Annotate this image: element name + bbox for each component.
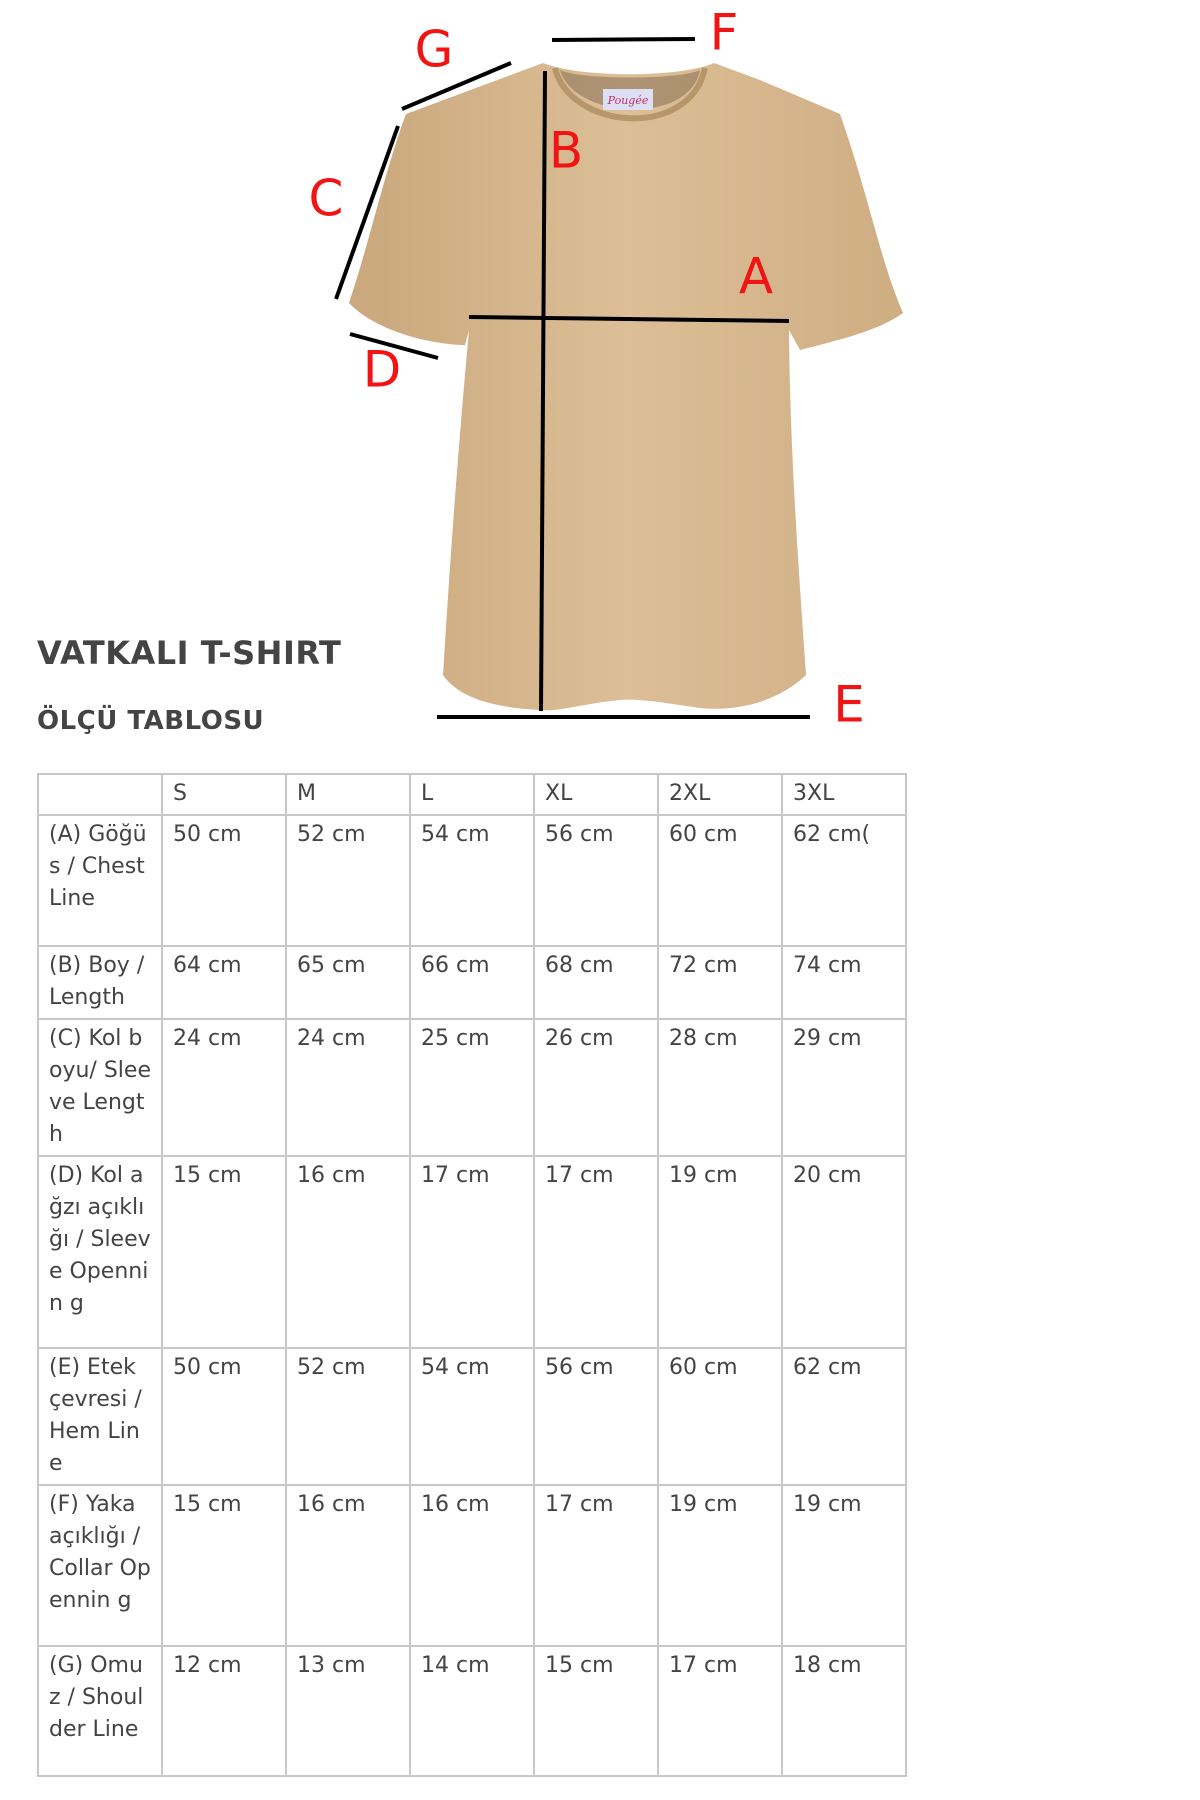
brand-tag	[603, 89, 653, 110]
measurement-cell: 17 cm	[533, 1155, 659, 1349]
measurement-cell: 24 cm	[285, 1018, 411, 1157]
measurement-cell: 16 cm	[285, 1155, 411, 1349]
measurement-cell: 19 cm	[657, 1484, 783, 1647]
measurement-cell: 50 cm	[161, 1347, 287, 1486]
measurement-cell: 12 cm	[161, 1645, 287, 1777]
row-label: (A) Göğüs / Chest Line	[37, 814, 163, 947]
measure-line-f	[551, 37, 696, 42]
label-g: G	[415, 21, 454, 79]
measurement-cell: 56 cm	[533, 1347, 659, 1486]
measurement-cell: 15 cm	[533, 1645, 659, 1777]
measurement-cell: 60 cm	[657, 814, 783, 947]
measurement-cell: 19 cm	[657, 1155, 783, 1349]
measurement-cell: 65 cm	[285, 945, 411, 1020]
header-cell-size: M	[285, 773, 411, 816]
measurement-cell: 19 cm	[781, 1484, 907, 1647]
table-row: (G) Omuz / Shoulder Line 12 cm 13 cm 14 cm 1…	[37, 1645, 907, 1777]
row-label: (B) Boy / Length	[37, 945, 163, 1020]
measurement-cell: 26 cm	[533, 1018, 659, 1157]
measurement-cell: 18 cm	[781, 1645, 907, 1777]
table-header-row: S M L XL 2XL 3XL	[37, 773, 907, 816]
product-title: VATKALI T-SHIRT	[37, 634, 342, 672]
label-e: E	[833, 676, 865, 734]
tshirt-image	[349, 63, 903, 711]
measurement-cell: 54 cm	[409, 814, 535, 947]
measurement-cell: 14 cm	[409, 1645, 535, 1777]
measurement-cell: 60 cm	[657, 1347, 783, 1486]
measurement-cell: 54 cm	[409, 1347, 535, 1486]
header-cell-size: S	[161, 773, 287, 816]
measurement-cell: 74 cm	[781, 945, 907, 1020]
measurement-cell: 17 cm	[533, 1484, 659, 1647]
measurement-cell: 68 cm	[533, 945, 659, 1020]
brand-tag-text: Pougée	[607, 94, 649, 107]
measurement-cell: 13 cm	[285, 1645, 411, 1777]
size-chart-title: ÖLÇÜ TABLOSU	[37, 706, 265, 736]
measurement-cell: 15 cm	[161, 1484, 287, 1647]
measurement-cell: 56 cm	[533, 814, 659, 947]
table-row: (A) Göğüs / Chest Line 50 cm 52 cm 54 cm 56 …	[37, 814, 907, 947]
row-label: (C) Kol boyu/ Sleeve Length	[37, 1018, 163, 1157]
measurement-cell: 17 cm	[409, 1155, 535, 1349]
measurement-cell: 29 cm	[781, 1018, 907, 1157]
label-d: D	[363, 341, 402, 399]
row-label: (E) Etek çevresi / Hem Line	[37, 1347, 163, 1486]
table-row: (D) Kol ağzı açıklığı / Sleeve Opennin g…	[37, 1155, 907, 1349]
collar	[552, 67, 708, 122]
measurement-cell: 52 cm	[285, 814, 411, 947]
label-a: A	[739, 248, 773, 306]
measurement-cell: 16 cm	[285, 1484, 411, 1647]
measure-line-d	[349, 332, 439, 360]
label-f: F	[710, 4, 739, 62]
table-row: (E) Etek çevresi / Hem Line 50 cm 52 cm 54 …	[37, 1347, 907, 1486]
table-row: (B) Boy / Length 64 cm 65 cm 66 cm 68 cm 72 c…	[37, 945, 907, 1020]
measurement-cell: 66 cm	[409, 945, 535, 1020]
measurement-cell: 24 cm	[161, 1018, 287, 1157]
measurement-cell: 64 cm	[161, 945, 287, 1020]
header-cell-size: XL	[533, 773, 659, 816]
measurement-cell: 62 cm	[781, 1347, 907, 1486]
row-label: (G) Omuz / Shoulder Line	[37, 1645, 163, 1777]
measurement-cell: 17 cm	[657, 1645, 783, 1777]
measure-line-a	[468, 315, 790, 323]
header-cell-empty	[37, 773, 163, 816]
label-c: C	[309, 170, 344, 228]
label-b: B	[549, 122, 583, 180]
measure-line-c	[334, 125, 400, 300]
measurement-cell: 25 cm	[409, 1018, 535, 1157]
measurement-cell: 16 cm	[409, 1484, 535, 1647]
row-label: (D) Kol ağzı açıklığı / Sleeve Opennin g	[37, 1155, 163, 1349]
measurement-cell: 20 cm	[781, 1155, 907, 1349]
measure-line-b	[539, 70, 547, 712]
table-row: (F) Yaka açıklığı / Collar Opennin g 15 c…	[37, 1484, 907, 1647]
header-cell-size: 2XL	[657, 773, 783, 816]
table-row: (C) Kol boyu/ Sleeve Length 24 cm 24 cm 25 …	[37, 1018, 907, 1157]
measurement-cell: 50 cm	[161, 814, 287, 947]
measurement-cell: 15 cm	[161, 1155, 287, 1349]
tshirt-measurement-diagram: Pougée G F C D B A E	[309, 4, 903, 734]
measurement-cell: 72 cm	[657, 945, 783, 1020]
measurement-cell: 62 cm(	[781, 814, 907, 947]
measurement-cell: 28 cm	[657, 1018, 783, 1157]
measure-line-g	[401, 61, 512, 111]
measurement-cell: 52 cm	[285, 1347, 411, 1486]
row-label: (F) Yaka açıklığı / Collar Opennin g	[37, 1484, 163, 1647]
size-table: S M L XL 2XL 3XL (A) Göğüs / Chest Line 50 cm 5…	[37, 773, 907, 1777]
header-cell-size: 3XL	[781, 773, 907, 816]
header-cell-size: L	[409, 773, 535, 816]
